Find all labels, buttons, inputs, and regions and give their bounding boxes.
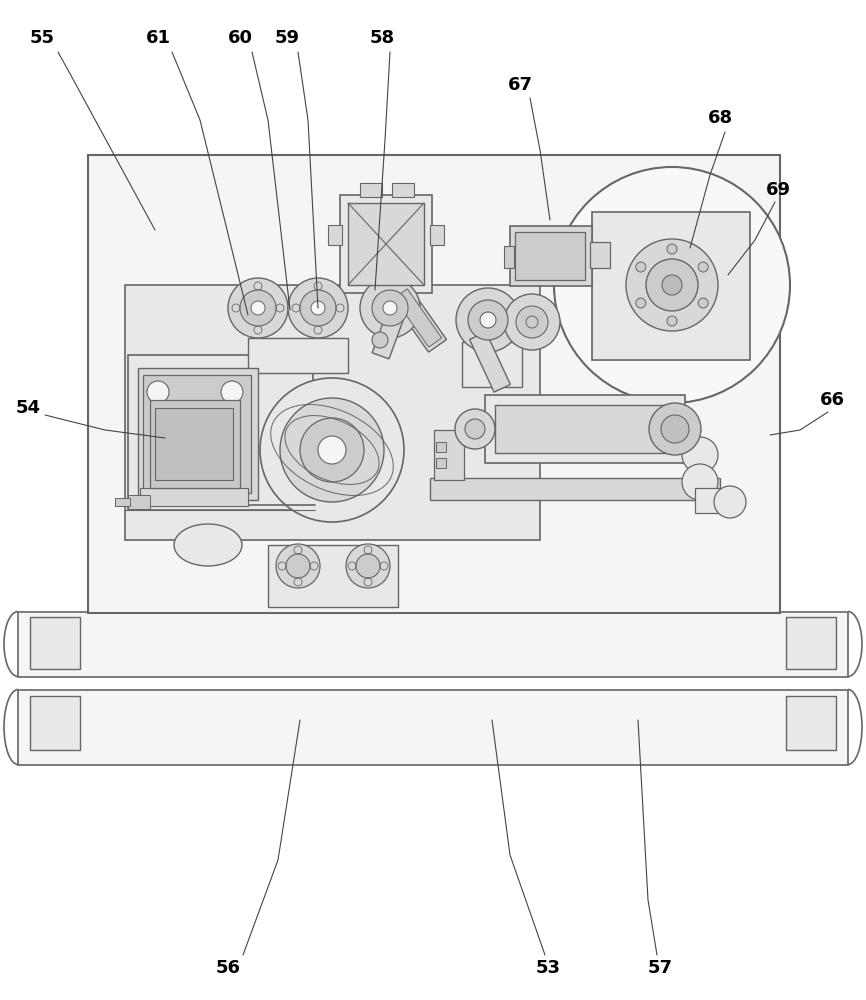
Circle shape — [468, 300, 508, 340]
Circle shape — [682, 437, 718, 473]
Bar — [504, 246, 514, 268]
Text: 66: 66 — [819, 391, 844, 409]
Circle shape — [698, 298, 708, 308]
Circle shape — [276, 544, 320, 588]
Bar — [140, 488, 248, 506]
Bar — [485, 395, 685, 463]
Bar — [115, 498, 130, 506]
Circle shape — [649, 403, 701, 455]
Ellipse shape — [174, 524, 242, 566]
Bar — [430, 225, 444, 245]
Circle shape — [714, 486, 746, 518]
Circle shape — [147, 381, 169, 403]
Circle shape — [288, 278, 348, 338]
Bar — [434, 430, 464, 480]
Circle shape — [346, 544, 390, 588]
Circle shape — [221, 381, 243, 403]
Circle shape — [240, 290, 276, 326]
Circle shape — [504, 294, 560, 350]
Circle shape — [646, 259, 698, 311]
Bar — [592, 212, 750, 360]
Circle shape — [311, 301, 325, 315]
Polygon shape — [390, 284, 447, 352]
Bar — [786, 696, 836, 750]
Bar — [436, 458, 446, 468]
Circle shape — [682, 464, 718, 500]
Bar — [88, 155, 780, 613]
Text: 55: 55 — [29, 29, 55, 47]
Circle shape — [318, 436, 346, 464]
Bar — [340, 195, 432, 293]
Bar — [328, 225, 342, 245]
Bar — [786, 617, 836, 669]
Bar — [155, 408, 233, 480]
Circle shape — [636, 262, 646, 272]
Bar — [125, 285, 540, 540]
Circle shape — [516, 306, 548, 338]
Text: 58: 58 — [370, 29, 395, 47]
Circle shape — [260, 378, 404, 522]
Circle shape — [360, 278, 420, 338]
Text: 53: 53 — [535, 959, 560, 977]
Circle shape — [661, 415, 689, 443]
Polygon shape — [394, 289, 442, 347]
Bar — [360, 183, 382, 197]
Circle shape — [356, 554, 380, 578]
Circle shape — [667, 244, 677, 254]
Bar — [510, 226, 592, 286]
Bar — [143, 375, 251, 493]
Bar — [30, 696, 80, 750]
Circle shape — [251, 301, 265, 315]
Text: 60: 60 — [228, 29, 253, 47]
Circle shape — [372, 290, 408, 326]
Circle shape — [554, 167, 790, 403]
Bar — [695, 488, 720, 513]
Bar — [248, 338, 348, 373]
Circle shape — [300, 290, 336, 326]
Circle shape — [286, 554, 310, 578]
Circle shape — [456, 288, 520, 352]
Text: 68: 68 — [708, 109, 733, 127]
Text: 59: 59 — [275, 29, 300, 47]
Circle shape — [667, 316, 677, 326]
Text: 54: 54 — [16, 399, 41, 417]
Text: 56: 56 — [216, 959, 241, 977]
Text: 69: 69 — [766, 181, 791, 199]
Bar — [150, 400, 240, 488]
Circle shape — [480, 312, 496, 328]
Bar — [30, 617, 80, 669]
Text: 61: 61 — [145, 29, 171, 47]
Bar — [18, 612, 848, 677]
Circle shape — [636, 298, 646, 308]
Text: 67: 67 — [507, 76, 533, 94]
Circle shape — [662, 275, 682, 295]
Bar — [18, 690, 848, 765]
Circle shape — [383, 301, 397, 315]
Text: 57: 57 — [648, 959, 673, 977]
Bar — [392, 183, 414, 197]
Circle shape — [626, 239, 718, 331]
Bar — [268, 545, 398, 607]
Circle shape — [465, 419, 485, 439]
Bar — [436, 442, 446, 452]
Circle shape — [455, 409, 495, 449]
Circle shape — [280, 398, 384, 502]
Circle shape — [228, 278, 288, 338]
Bar — [515, 232, 585, 280]
Circle shape — [698, 262, 708, 272]
Bar — [128, 495, 150, 509]
Circle shape — [372, 332, 388, 348]
Bar — [495, 405, 675, 453]
Polygon shape — [372, 301, 408, 359]
Bar — [128, 355, 313, 510]
Bar — [138, 368, 258, 500]
Bar — [430, 478, 720, 500]
Bar — [348, 203, 424, 285]
Circle shape — [300, 418, 364, 482]
Bar — [462, 342, 522, 387]
Polygon shape — [469, 332, 510, 392]
Bar — [590, 242, 610, 268]
